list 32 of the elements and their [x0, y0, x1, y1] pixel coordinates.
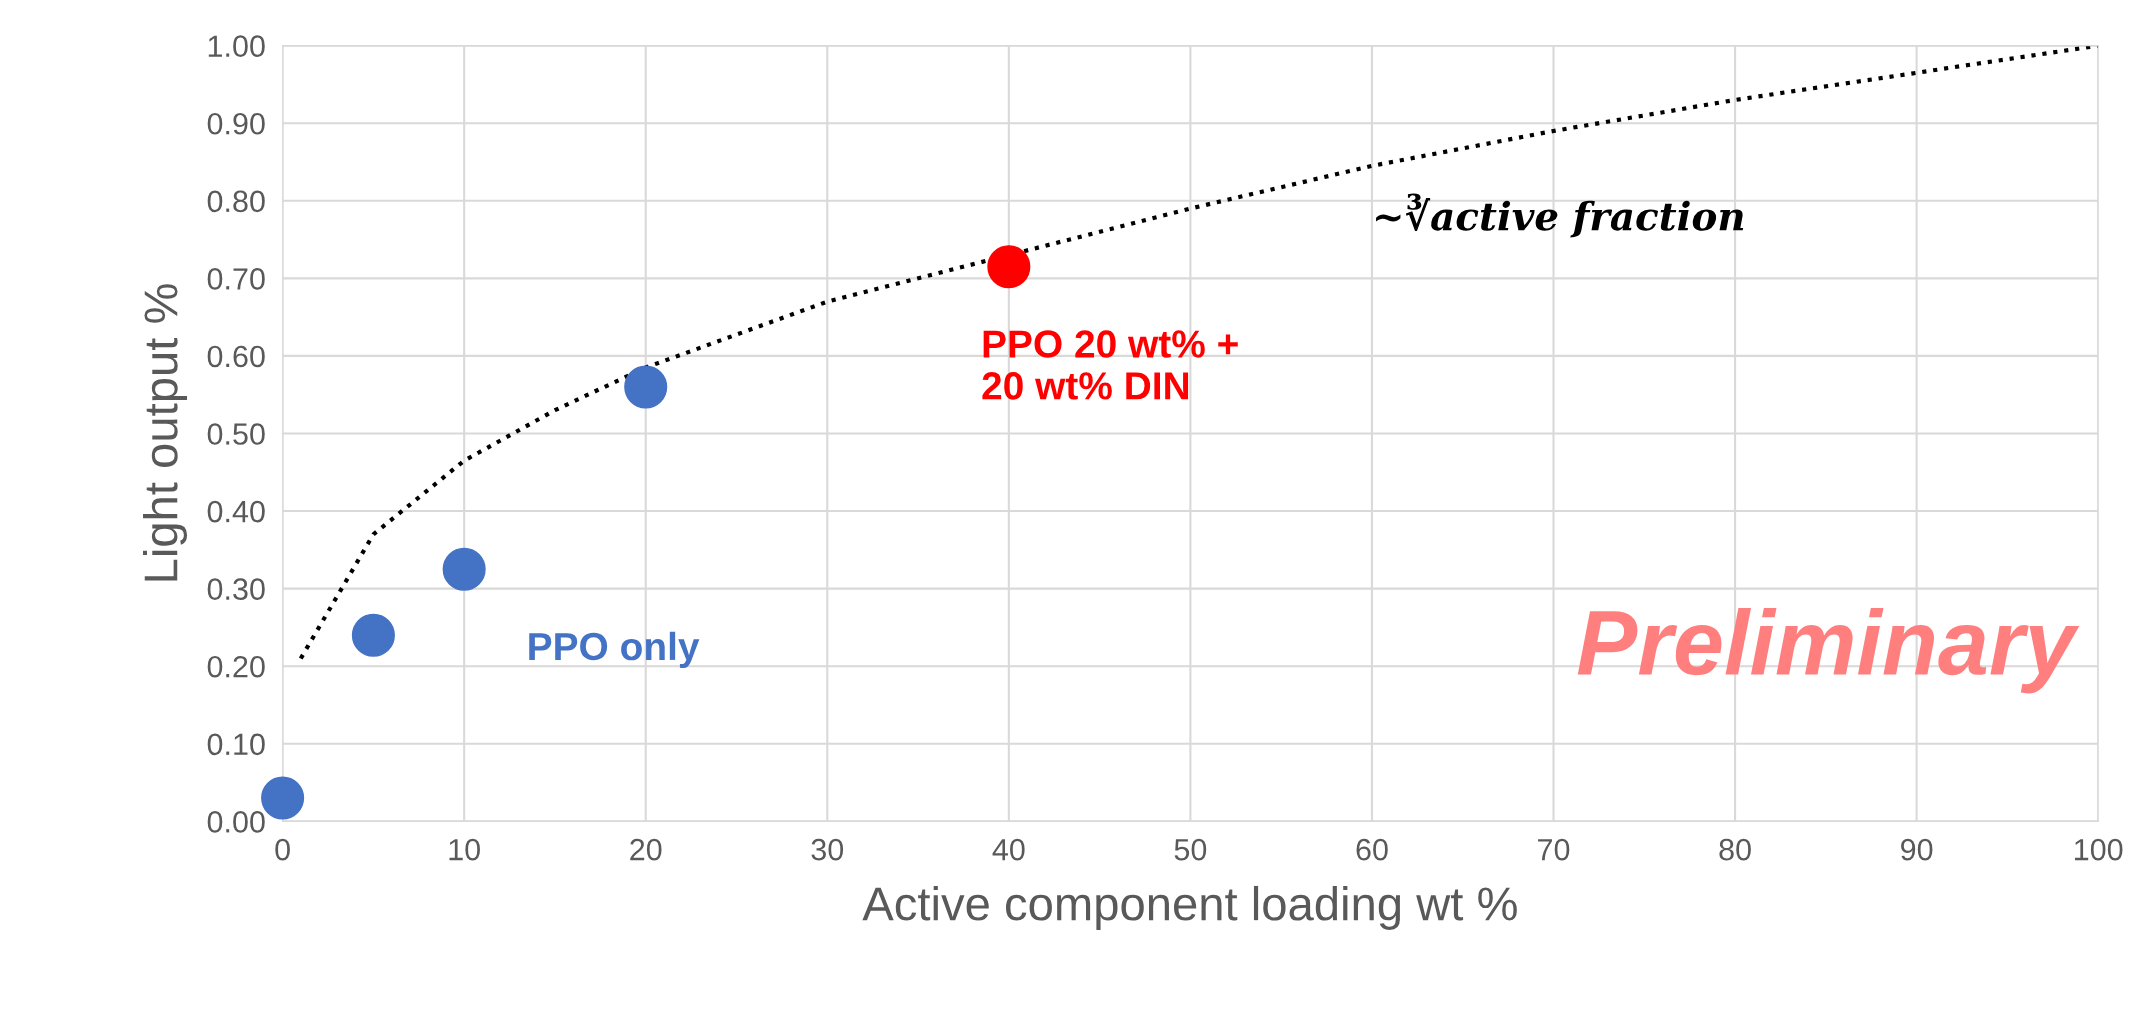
x-tick-label: 80	[1719, 838, 1751, 861]
y-tick-label: 0.80	[207, 190, 265, 213]
y-tick-label: 0.20	[207, 655, 265, 678]
x-axis-title: Active component loading wt %	[862, 885, 1517, 930]
y-tick-label: 0.30	[207, 578, 265, 600]
y-tick-label: 0.90	[207, 112, 265, 135]
series-label: PPO only	[529, 631, 700, 668]
point	[351, 613, 395, 657]
annotation: ~∛active fraction	[1376, 193, 1744, 238]
y-tick-label: 0.50	[207, 423, 265, 445]
x-tick-label: 100	[2075, 838, 2123, 861]
y-axis-title: Light output %	[143, 284, 188, 581]
x-tick-label: 40	[992, 838, 1025, 861]
x-tick-label: 10	[449, 838, 480, 861]
x-tick-label: 60	[1356, 838, 1388, 861]
y-tick-label: 1.00	[208, 35, 265, 57]
y-tick-label: 0.10	[207, 733, 265, 756]
point	[987, 245, 1031, 289]
x-tick-label: 70	[1538, 838, 1570, 861]
y-tick-label: 0.60	[207, 345, 265, 368]
x-tick-label: 30	[811, 838, 844, 861]
y-tick-label: 0.40	[207, 500, 265, 523]
series-label: PPO 20 wt% + 20 wt% DIN	[982, 330, 1238, 400]
point	[442, 547, 486, 591]
x-tick-label: 50	[1174, 838, 1207, 861]
x-tick-label: 20	[630, 838, 662, 861]
y-tick-label: 0.70	[207, 268, 265, 290]
x-tick-label: 90	[1901, 838, 1933, 861]
y-tick-label: 0.00	[207, 811, 265, 833]
x-tick-label: 0	[275, 838, 290, 861]
point	[624, 365, 668, 409]
annotation: Preliminary	[1577, 607, 2080, 694]
